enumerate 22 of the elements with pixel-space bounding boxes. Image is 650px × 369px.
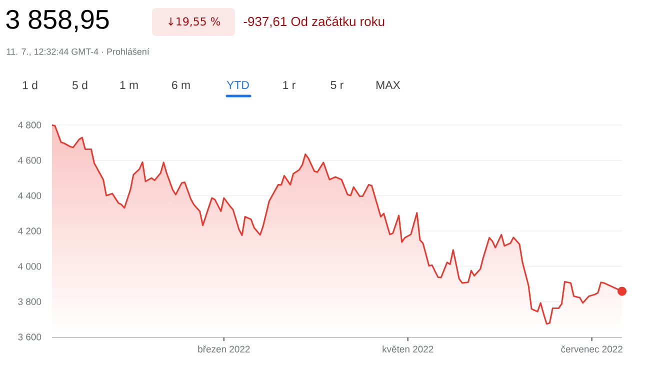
y-tick-label: 4 800 (18, 122, 42, 128)
text: MAX (376, 81, 400, 89)
text: -937,61 Od začátku roku (244, 16, 384, 28)
x-tick-label: březen 2022 (198, 346, 250, 353)
text: 6 m (172, 80, 190, 90)
chart-subtitle: 11. 7., 12:32:44 GMT-4 · Prohlášení (6, 48, 150, 56)
y-tick-label: 4 000 (18, 262, 42, 270)
y-tick-label: 4 600 (18, 156, 42, 164)
chart-title: 3 858,95 (6, 10, 109, 32)
text: 5 d (72, 80, 88, 90)
text: 1 m (120, 81, 138, 89)
text: ↓19,55 % (168, 17, 220, 27)
y-tick-label: 3 600 (18, 334, 42, 340)
y-tick-label: 3 800 (18, 298, 42, 306)
text: YTD (226, 81, 249, 89)
text: 1 r (283, 81, 296, 89)
text: 1 d (22, 80, 38, 90)
y-tick-label: 4 200 (18, 228, 42, 234)
text: 5 r (330, 81, 344, 89)
x-tick-label: květen 2022 (382, 346, 434, 353)
y-tick-label: 4 400 (18, 192, 42, 200)
x-tick-label: červenec 2022 (561, 346, 622, 353)
